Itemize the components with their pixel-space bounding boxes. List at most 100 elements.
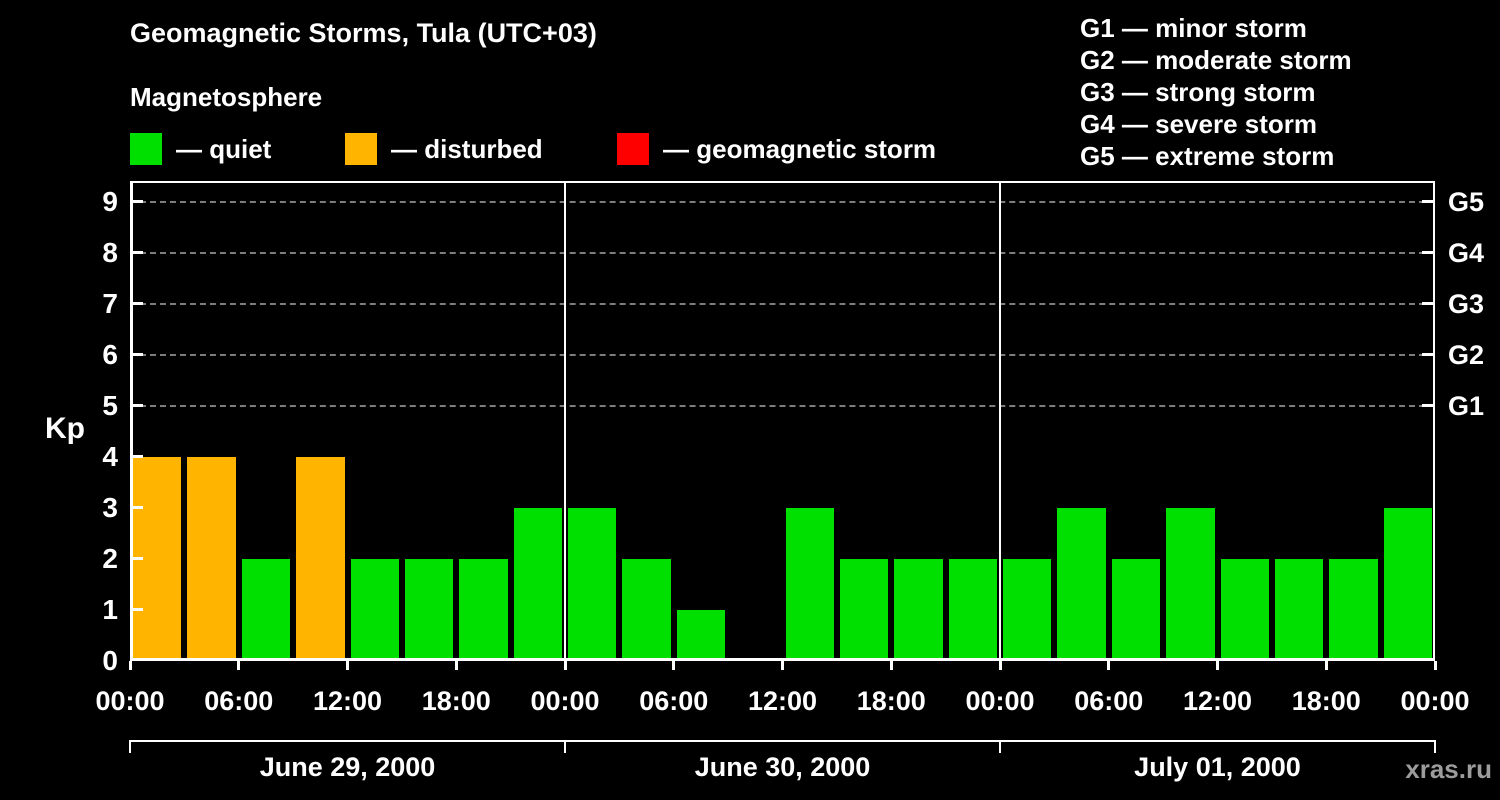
storm-scale-line-g4: G4 — severe storm	[1080, 109, 1318, 139]
kp-bar	[1220, 559, 1269, 661]
y-tick-label: 6	[102, 339, 118, 370]
g-axis-tick	[1422, 353, 1435, 356]
storm-scale-line-g5: G5 — extreme storm	[1080, 141, 1335, 171]
kp-bar	[404, 559, 454, 661]
legend-item-label: — disturbed	[391, 133, 543, 164]
y-tick-label: 1	[102, 594, 118, 625]
y-tick-label: 3	[102, 492, 118, 523]
g-scale-label: G2	[1448, 340, 1485, 370]
quiet-color-swatch	[130, 133, 162, 165]
kp-bar	[350, 559, 399, 661]
y-tick-label: 8	[102, 237, 118, 268]
y-tick-label: 4	[102, 441, 118, 472]
legend-item-disturbed: — disturbed	[345, 132, 543, 166]
grid-line-g1	[130, 405, 1435, 407]
kp-bar	[1383, 508, 1432, 661]
storm-color-swatch	[617, 133, 649, 165]
x-axis-tick	[1433, 661, 1437, 670]
kp-bar	[948, 559, 997, 661]
date-axis-tick	[999, 740, 1001, 753]
kp-bar	[785, 508, 834, 661]
date-axis-line	[130, 740, 1435, 742]
y-tick-label: 7	[102, 288, 118, 319]
y-axis-label: Kp	[45, 412, 85, 445]
kp-bar	[894, 559, 943, 661]
legend-item-quiet: — quiet	[130, 132, 271, 166]
date-label: July 01, 2000	[1134, 752, 1301, 782]
x-tick-label: 18:00	[1291, 686, 1361, 716]
day-separator-line	[564, 181, 566, 661]
kp-bar	[1057, 508, 1106, 661]
y-axis-tick	[130, 302, 143, 305]
legend-item-label: — quiet	[176, 133, 272, 164]
kp-bar	[568, 508, 617, 661]
storm-scale-line-g2: G2 — moderate storm	[1080, 45, 1352, 75]
storm-scale-line-g3: G3 — strong storm	[1080, 77, 1316, 107]
kp-bar	[187, 457, 236, 661]
kp-bar	[1003, 559, 1052, 661]
grid-line-g4	[130, 252, 1435, 254]
x-axis-tick	[1216, 661, 1219, 670]
legend-item-storm: — geomagnetic storm	[617, 132, 936, 166]
x-tick-label: 12:00	[312, 686, 383, 716]
x-axis-tick	[781, 661, 784, 670]
date-axis-tick	[564, 740, 566, 753]
storm-scale-legend: G1 — minor storm G2 — moderate storm G3 — …	[1080, 12, 1352, 172]
x-tick-label: 00:00	[1400, 686, 1470, 716]
kp-bar	[839, 559, 889, 661]
x-tick-label: 00:00	[95, 686, 165, 716]
grid-line-g5	[130, 201, 1435, 203]
x-axis-tick	[672, 661, 676, 670]
y-axis-tick	[130, 200, 143, 203]
y-axis-tick	[130, 353, 143, 356]
x-tick-label: 12:00	[1182, 686, 1253, 716]
g-scale-label: G5	[1448, 187, 1485, 217]
y-axis-tick	[130, 608, 143, 611]
g-scale-label: G3	[1448, 289, 1485, 319]
kp-bar	[296, 457, 345, 661]
kp-bar	[676, 610, 726, 661]
x-axis-tick	[563, 661, 567, 670]
kp-bar	[1329, 559, 1378, 661]
date-label: June 30, 2000	[694, 752, 871, 782]
x-tick-label: 18:00	[856, 686, 926, 716]
x-axis-line	[130, 658, 1435, 661]
x-axis-tick	[998, 661, 1002, 670]
kp-bar	[513, 508, 562, 661]
x-tick-label: 12:00	[747, 686, 818, 716]
x-tick-label: 06:00	[204, 686, 274, 716]
storm-scale-line-g1: G1 — minor storm	[1080, 13, 1307, 43]
x-axis-tick	[454, 661, 458, 670]
kp-bar-chart	[130, 181, 1435, 661]
disturbed-color-swatch	[345, 133, 377, 165]
watermark: xras.ru	[1405, 754, 1492, 784]
kp-bar	[1111, 559, 1161, 661]
y-axis-tick	[130, 455, 143, 458]
y-tick-label: 0	[102, 645, 118, 676]
g-axis-tick	[1422, 251, 1435, 254]
plot-top-border	[130, 181, 1435, 183]
x-axis-tick	[1107, 661, 1111, 670]
y-axis-tick	[130, 557, 143, 560]
x-axis-tick	[346, 661, 349, 670]
y-axis-line	[130, 181, 133, 661]
magnetosphere-label: Magnetosphere	[130, 82, 323, 112]
x-tick-label: 18:00	[421, 686, 491, 716]
kp-bar	[1274, 559, 1324, 661]
kp-bar	[622, 559, 671, 661]
grid-line-g3	[130, 303, 1435, 305]
x-tick-label: 06:00	[639, 686, 709, 716]
date-axis-tick	[129, 740, 131, 753]
date-label: June 29, 2000	[259, 752, 436, 782]
g-axis-tick	[1422, 302, 1435, 305]
chart-title: Geomagnetic Storms, Tula (UTC+03)	[130, 18, 597, 48]
x-axis-tick	[889, 661, 893, 670]
kp-bar	[241, 559, 291, 661]
y-axis-tick	[130, 506, 143, 509]
kp-bar	[459, 559, 508, 661]
y-tick-label: 9	[102, 186, 118, 217]
day-separator-line	[999, 181, 1001, 661]
kp-bar	[1166, 508, 1215, 661]
g-scale-label: G4	[1448, 238, 1485, 268]
